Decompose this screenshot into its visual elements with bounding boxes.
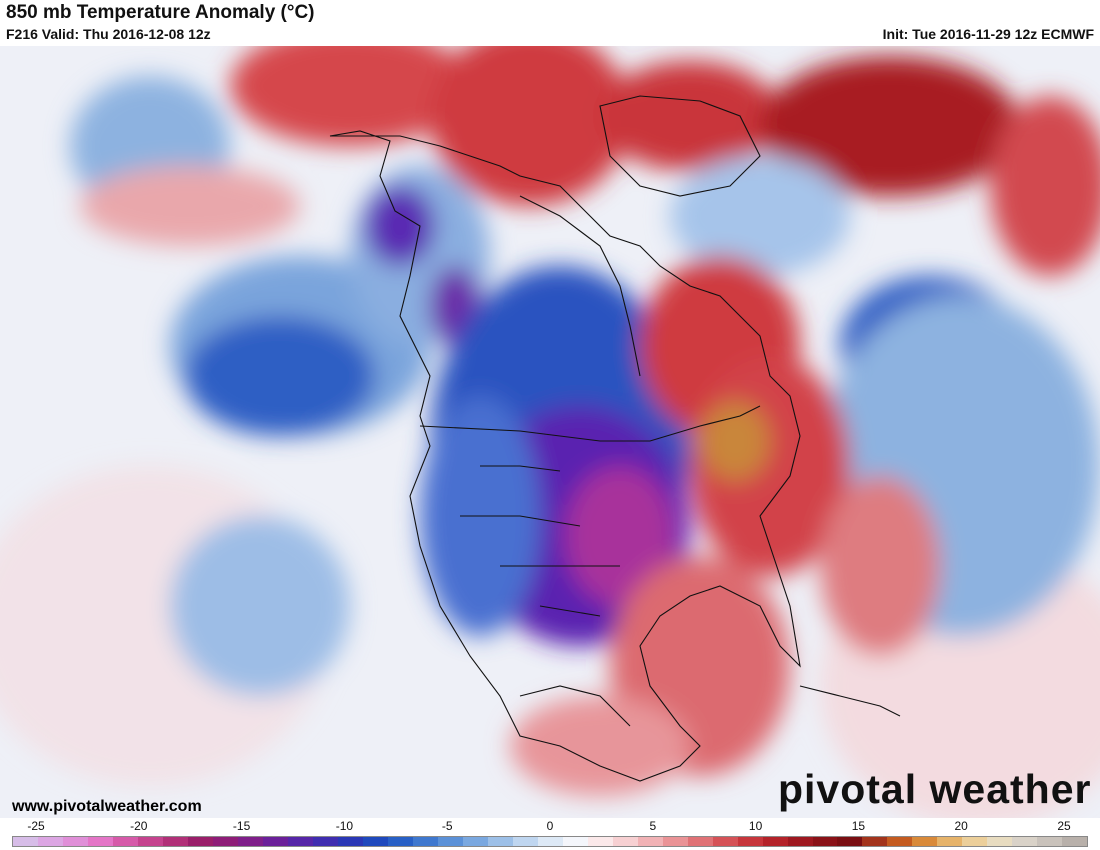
legend-color-scale <box>12 836 1088 847</box>
legend-swatch <box>412 837 438 846</box>
legend-swatch <box>662 837 688 846</box>
legend-swatch <box>962 837 988 846</box>
legend-swatch <box>13 837 38 846</box>
legend-swatch <box>712 837 738 846</box>
legend-swatch <box>862 837 888 846</box>
legend-swatch <box>787 837 813 846</box>
legend-swatch <box>37 837 63 846</box>
valid-time-label: F216 Valid: Thu 2016-12-08 12z <box>6 26 211 42</box>
legend-tick-label: 0 <box>546 819 554 833</box>
legend-swatch <box>562 837 588 846</box>
legend-swatch <box>512 837 538 846</box>
legend-swatch <box>462 837 488 846</box>
legend-swatch <box>537 837 563 846</box>
legend-swatch <box>162 837 188 846</box>
legend-swatch <box>137 837 163 846</box>
legend-swatch <box>737 837 763 846</box>
legend-tick-label: 5 <box>649 819 657 833</box>
legend-swatch <box>587 837 613 846</box>
legend-swatch <box>912 837 938 846</box>
website-url: www.pivotalweather.com <box>12 798 202 815</box>
legend-swatch <box>262 837 288 846</box>
legend-swatch <box>812 837 838 846</box>
legend-ticks: -25 -20 -15 -10 -5 0 5 10 15 20 25 <box>0 819 1100 835</box>
legend-swatch <box>112 837 138 846</box>
legend-swatch <box>387 837 413 846</box>
map-header: 850 mb Temperature Anomaly (°C) F216 Val… <box>0 0 1100 46</box>
legend-tick-label: 15 <box>851 819 866 833</box>
legend-swatch <box>337 837 363 846</box>
init-time-label: Init: Tue 2016-11-29 12z ECMWF <box>882 26 1094 42</box>
legend-tick-label: 10 <box>748 819 763 833</box>
legend-swatch <box>187 837 213 846</box>
legend-swatch <box>687 837 713 846</box>
legend-swatch <box>287 837 313 846</box>
legend-swatch <box>837 837 863 846</box>
legend-swatch <box>612 837 638 846</box>
legend-swatch <box>887 837 913 846</box>
legend-tick-label: -15 <box>232 819 251 833</box>
legend-swatch <box>487 837 513 846</box>
legend-swatch <box>1012 837 1038 846</box>
legend-tick-label: -5 <box>441 819 453 833</box>
temperature-anomaly-map <box>0 46 1100 818</box>
legend-swatch <box>1062 837 1088 846</box>
legend-swatch <box>62 837 88 846</box>
legend-swatch <box>87 837 113 846</box>
legend-swatch <box>362 837 388 846</box>
legend-tick-label: 20 <box>954 819 968 833</box>
legend-swatch <box>762 837 788 846</box>
legend-tick-label: 25 <box>1057 819 1071 833</box>
legend-swatch <box>237 837 263 846</box>
map-title: 850 mb Temperature Anomaly (°C) <box>6 2 315 23</box>
legend-swatch <box>987 837 1013 846</box>
map-canvas <box>0 46 1100 818</box>
country-borders <box>329 95 901 782</box>
legend-tick-label: -25 <box>27 819 45 833</box>
legend-swatch <box>637 837 663 846</box>
legend-tick-label: -20 <box>130 819 148 833</box>
legend-tick-label: -10 <box>335 819 354 833</box>
legend-swatch <box>212 837 238 846</box>
brand-logo-text: pivotal weather <box>778 766 1092 812</box>
legend-swatch <box>937 837 963 846</box>
legend-swatch <box>1037 837 1063 846</box>
legend-swatch <box>437 837 463 846</box>
anomaly-field <box>0 46 1100 818</box>
legend-swatch <box>312 837 338 846</box>
